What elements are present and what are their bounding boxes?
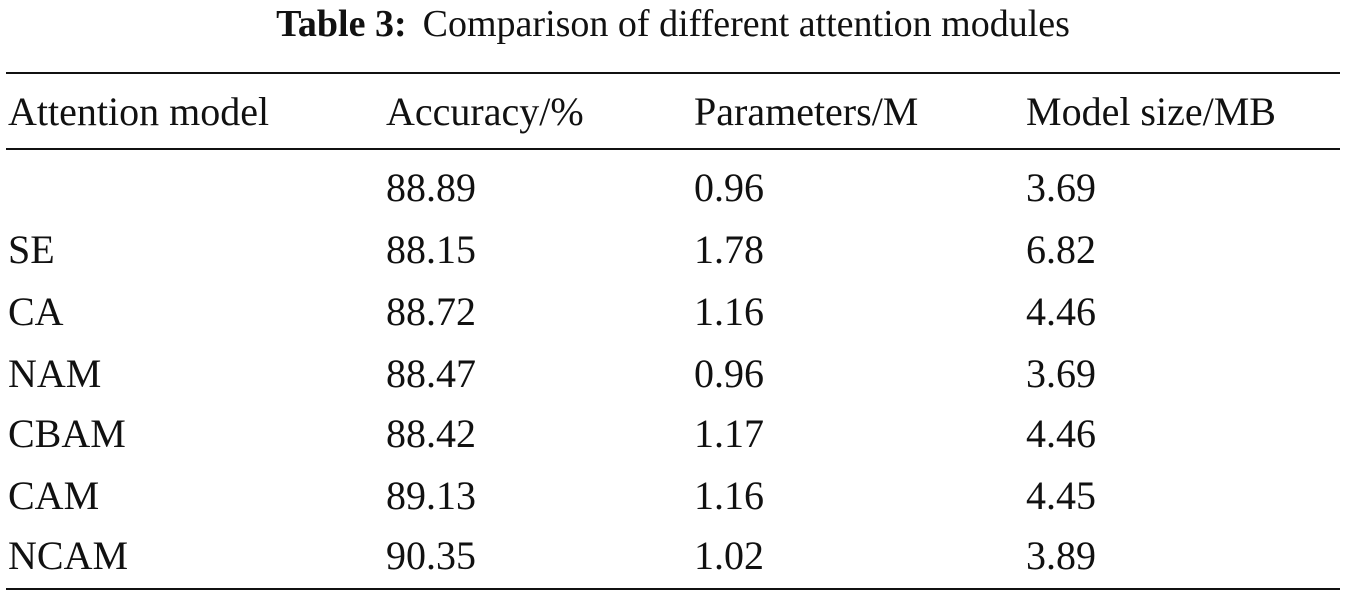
cell-parameters: 1.16	[694, 473, 764, 518]
table-label: Table 3:	[276, 3, 407, 45]
table-title: Comparison of different attention module…	[422, 3, 1070, 45]
cell-accuracy: 88.42	[386, 411, 476, 456]
cell-accuracy: 89.13	[386, 473, 476, 518]
cell-model-size: 3.69	[1026, 351, 1096, 396]
header-rule	[6, 148, 1340, 150]
cell-model-size: 3.69	[1026, 165, 1096, 210]
bottom-rule	[6, 588, 1340, 590]
cell-accuracy: 88.47	[386, 351, 476, 396]
cell-parameters: 1.78	[694, 227, 764, 272]
header-attention-model: Attention model	[8, 89, 270, 134]
table-row: NCAM 90.35 1.02 3.89	[0, 526, 1346, 586]
cell-attention-model: CA	[8, 289, 64, 334]
cell-attention-model: CAM	[8, 473, 100, 518]
table-header-row: Attention model Accuracy/% Parameters/M …	[0, 82, 1346, 142]
cell-attention-model: CBAM	[8, 411, 126, 456]
cell-accuracy: 88.15	[386, 227, 476, 272]
cell-parameters: 1.02	[694, 533, 764, 578]
cell-model-size: 3.89	[1026, 533, 1096, 578]
cell-model-size: 4.45	[1026, 473, 1096, 518]
cell-model-size: 4.46	[1026, 289, 1096, 334]
header-parameters: Parameters/M	[694, 89, 919, 134]
cell-parameters: 1.16	[694, 289, 764, 334]
table-row: CBAM 88.42 1.17 4.46	[0, 404, 1346, 464]
cell-attention-model: NCAM	[8, 533, 129, 578]
header-model-size: Model size/MB	[1026, 89, 1276, 134]
table-row: 88.89 0.96 3.69	[0, 158, 1346, 218]
cell-attention-model: SE	[8, 227, 55, 272]
cell-parameters: 0.96	[694, 351, 764, 396]
cell-accuracy: 90.35	[386, 533, 476, 578]
cell-accuracy: 88.89	[386, 165, 476, 210]
cell-model-size: 6.82	[1026, 227, 1096, 272]
cell-parameters: 1.17	[694, 411, 764, 456]
table-row: CAM 89.13 1.16 4.45	[0, 466, 1346, 526]
cell-model-size: 4.46	[1026, 411, 1096, 456]
table-row: NAM 88.47 0.96 3.69	[0, 344, 1346, 404]
cell-attention-model: NAM	[8, 351, 102, 396]
top-rule	[6, 72, 1340, 74]
table-row: CA 88.72 1.16 4.46	[0, 282, 1346, 342]
header-accuracy: Accuracy/%	[386, 89, 584, 134]
cell-parameters: 0.96	[694, 165, 764, 210]
cell-accuracy: 88.72	[386, 289, 476, 334]
table-caption: Table 3: Comparison of different attentio…	[0, 2, 1346, 46]
table-row: SE 88.15 1.78 6.82	[0, 220, 1346, 280]
